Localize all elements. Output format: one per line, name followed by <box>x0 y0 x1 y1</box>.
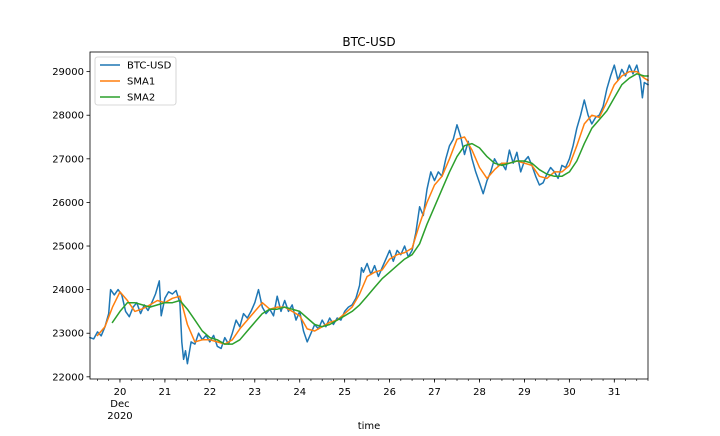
y-tick-label: 25000 <box>52 242 84 253</box>
legend: BTC-USD SMA1 SMA2 <box>94 56 177 106</box>
x-tick-sublabel: Dec <box>110 399 129 410</box>
y-tick-label: 22000 <box>52 372 84 383</box>
series-layer <box>89 64 650 365</box>
y-tick-label: 26000 <box>52 198 84 209</box>
legend-label-sma1: SMA1 <box>127 77 155 88</box>
x-tick-label: 30 <box>563 387 576 398</box>
x-tick-label: 26 <box>383 387 396 398</box>
series-line-sma2 <box>111 73 649 345</box>
x-tick-label: 31 <box>608 387 621 398</box>
y-axis: 22000 23000 24000 25000 26000 27000 28000 29000 <box>52 67 90 383</box>
series-line-btc-usd <box>89 64 650 365</box>
chart-title: BTC-USD <box>342 35 395 49</box>
legend-label-sma2: SMA2 <box>127 93 155 104</box>
x-axis-label: time <box>358 421 381 432</box>
y-tick-label: 28000 <box>52 111 84 122</box>
x-tick-label: 22 <box>203 387 216 398</box>
x-tick-label: 24 <box>293 387 306 398</box>
series-line-sma1 <box>96 70 650 345</box>
legend-box <box>94 56 177 106</box>
y-tick-label: 24000 <box>52 285 84 296</box>
x-tick-label: 21 <box>159 387 172 398</box>
x-tick-label: 20 <box>114 387 127 398</box>
x-tick-label: 29 <box>518 387 531 398</box>
x-tick-label: 28 <box>473 387 486 398</box>
y-tick-label: 23000 <box>52 329 84 340</box>
plot-frame <box>89 51 649 380</box>
y-tick-label: 29000 <box>52 67 84 78</box>
plot-background <box>90 52 648 379</box>
x-tick-label: 25 <box>338 387 351 398</box>
x-tick-label: 27 <box>428 387 441 398</box>
legend-label-btc-usd: BTC-USD <box>127 61 172 72</box>
x-tick-sublabel: 2020 <box>107 411 132 422</box>
x-tick-label: 23 <box>248 387 261 398</box>
y-tick-label: 27000 <box>52 154 84 165</box>
